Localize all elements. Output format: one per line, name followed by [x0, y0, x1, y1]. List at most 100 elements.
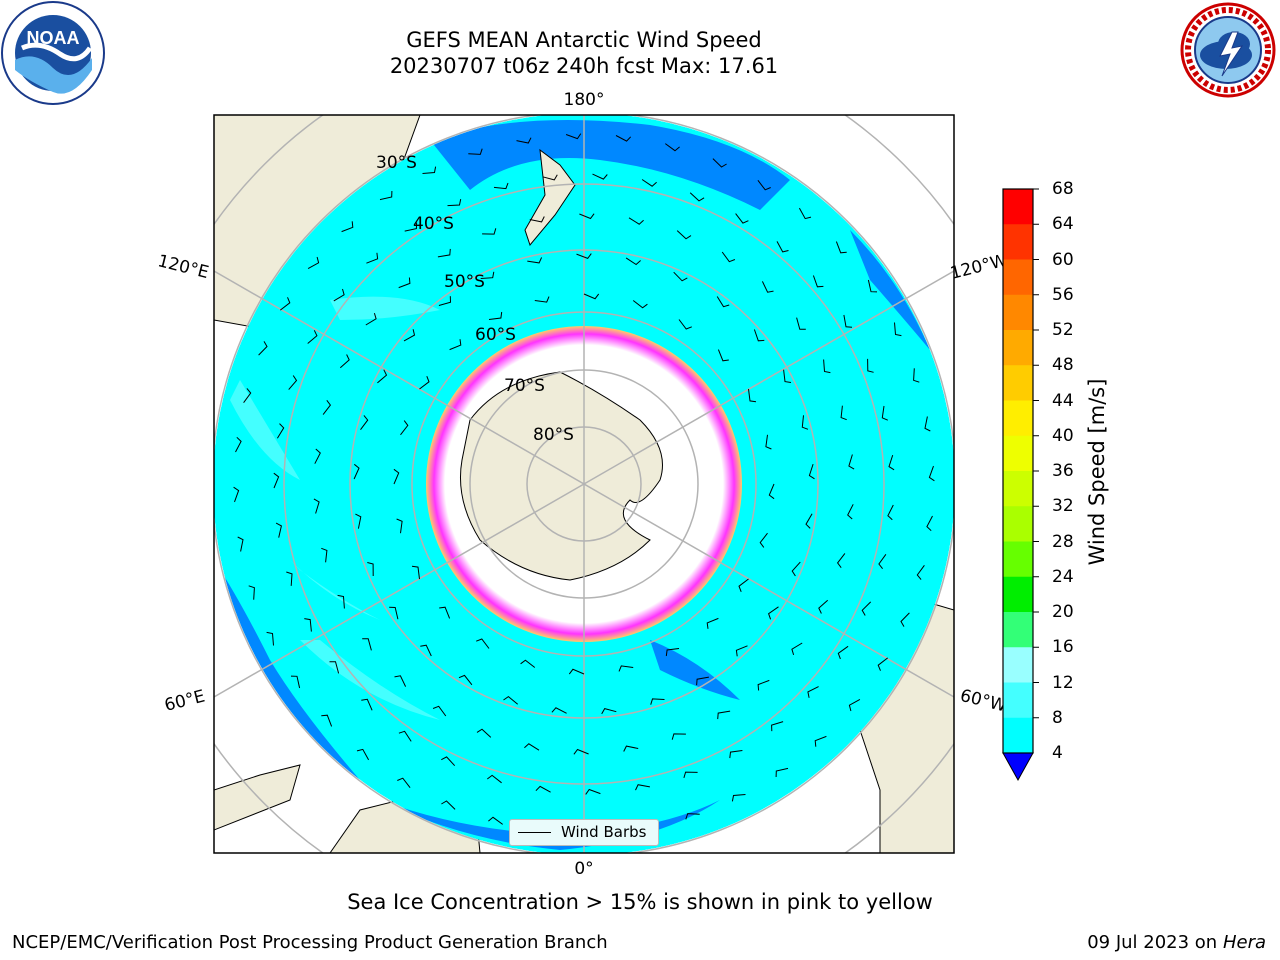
wind-barb [712, 158, 727, 168]
wind-barb [791, 561, 801, 577]
colorbar-segment [1003, 576, 1033, 613]
wind-barb [360, 415, 369, 430]
wind-barb [685, 813, 700, 820]
colorbar-extend-arrow [1002, 752, 1034, 782]
wind-barb [488, 816, 503, 825]
colorbar-segment [1003, 717, 1033, 754]
colorbar-segment [1003, 541, 1033, 578]
colorbar-tick-label: 8 [1052, 707, 1063, 728]
colorbar-tick-label: 28 [1052, 531, 1074, 552]
wind-barb [568, 668, 585, 675]
lat-label-40s: 40°S [413, 214, 454, 234]
wind-barb [493, 182, 509, 190]
wind-barb [367, 562, 374, 577]
colorbar-segment [1003, 400, 1033, 437]
wind-barb [823, 359, 831, 374]
wind-barb [771, 721, 784, 732]
lat-label-70s: 70°S [504, 376, 545, 396]
wind-barb [847, 504, 854, 520]
lat-label-30s: 30°S [376, 153, 417, 173]
wind-barb [321, 547, 328, 563]
wind-barb [928, 465, 935, 482]
colorbar-tick-label: 68 [1052, 179, 1074, 199]
wind-barb [476, 728, 492, 738]
wind-barb [449, 339, 462, 351]
lat-label-80s: 80°S [533, 425, 574, 445]
wind-barb [761, 281, 774, 293]
wind-barb [836, 553, 846, 568]
wind-barb [441, 756, 456, 767]
colorbar-tick-label: 40 [1052, 425, 1074, 446]
wind-barb [235, 436, 242, 453]
wind-barb [812, 275, 824, 288]
wind-barb [420, 644, 432, 657]
wind-barb [551, 707, 567, 714]
map-frame [213, 114, 955, 854]
wind-barb [458, 674, 473, 686]
date-text: 09 Jul 2023 on [1087, 932, 1218, 953]
wind-barb [783, 369, 792, 383]
colorbar-tick-label: 16 [1052, 637, 1074, 658]
wind-barb [579, 213, 595, 220]
wind-barb [881, 405, 888, 421]
wind-barb [808, 463, 815, 480]
wind-barb [286, 571, 293, 586]
wind-barb [275, 522, 282, 538]
wind-barb [322, 400, 332, 415]
wind-barb [419, 376, 430, 390]
wind-barb [583, 293, 600, 300]
wind-barb [258, 341, 268, 356]
wind-barb-legend-line [518, 832, 551, 833]
wind-barb [304, 618, 312, 632]
wind-barb [735, 645, 748, 657]
wind-barb [403, 329, 416, 342]
wind-barb [365, 312, 377, 326]
colorbar-tick-label: 60 [1052, 249, 1074, 270]
wind-barb [913, 368, 920, 383]
wind-barb [437, 248, 451, 258]
wind-barb-legend-label: Wind Barbs [561, 823, 647, 841]
wind-barb [801, 415, 809, 430]
colorbar-segment [1003, 294, 1033, 331]
graticule [214, 115, 954, 853]
wind-barb [288, 375, 298, 390]
wind-barb [398, 730, 412, 742]
wind-barb [632, 300, 648, 309]
wind-barb [916, 565, 925, 580]
wind-barb [307, 330, 318, 344]
wind-barb [389, 606, 399, 620]
wind-barb [765, 434, 772, 450]
wind-barb [313, 498, 320, 514]
lon-label-120e: 120°E [156, 251, 211, 283]
wind-barb [333, 288, 345, 302]
wind-barb [542, 174, 558, 181]
colorbar-segment [1003, 506, 1033, 542]
wind-barb [791, 642, 803, 656]
colorbar-segment [1003, 259, 1033, 296]
wind-barb [665, 648, 680, 657]
wind-barb [337, 594, 345, 609]
colorbar-tick-label: 64 [1052, 214, 1074, 235]
wind-barb [592, 173, 608, 180]
lon-label-60w: 60°W [958, 686, 1009, 717]
wind-barb [273, 472, 280, 489]
wind-barb [738, 578, 749, 592]
wind-barb [775, 767, 789, 778]
antarctica-land [459, 371, 663, 581]
wind-barb [683, 771, 698, 779]
lat-label-60s: 60°S [475, 325, 516, 345]
wind-barb [696, 676, 709, 686]
wind-barb [397, 777, 411, 789]
wind-barb [650, 698, 665, 705]
wind-barb [748, 388, 757, 403]
wind-barb [721, 251, 736, 263]
colorbar-segment [1003, 224, 1033, 260]
map-legend: Wind Barbs [509, 819, 659, 846]
wind-barb [535, 785, 551, 793]
wind-barb [404, 222, 418, 232]
wind-barb [835, 241, 847, 254]
wind-barb [422, 166, 437, 174]
wind-barb [861, 601, 872, 616]
wind-barb [618, 665, 634, 672]
